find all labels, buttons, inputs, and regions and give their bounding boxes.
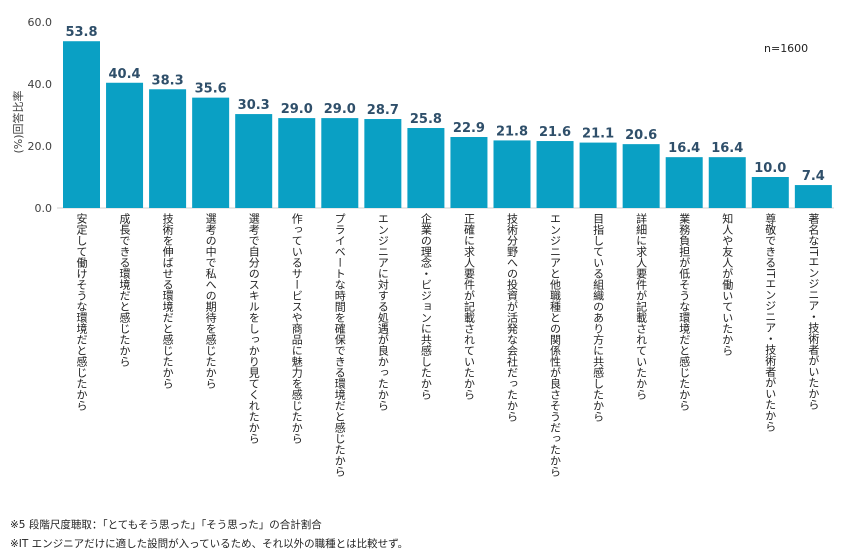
bar: [321, 118, 359, 208]
y-tick-label: 0.0: [35, 202, 53, 215]
category-label: 成長できる環境だと感じたから: [118, 213, 131, 367]
footnote-2: ※IT エンジニアだけに適した設問が入っているため、それ以外の職種とは比較せず。: [10, 538, 409, 550]
bar-value-label: 16.4: [668, 141, 700, 156]
bar-value-label: 30.3: [238, 98, 270, 113]
bar: [751, 177, 789, 208]
category-label: 企業の理念・ビジョンに共感したから: [419, 212, 432, 400]
category-label: エンジニアに対する処遇が良かったから: [376, 213, 389, 411]
category-label: 作っているサービスや商品に魅力を感じたから: [290, 213, 303, 444]
bar-value-label: 22.9: [453, 121, 485, 136]
bar-value-label: 29.0: [324, 102, 356, 117]
category-label: 著名なITエンジニア・技術者がいたから: [807, 212, 820, 410]
bar-value-label: 21.1: [582, 127, 614, 142]
bar: [450, 137, 488, 208]
bar-value-label: 21.6: [539, 125, 571, 140]
category-label: 業務負担が低そうな環境だと感じたから: [678, 213, 691, 411]
category-label: 尊敬できるITエンジニア・技術者がいたから: [764, 212, 777, 432]
y-axis-label: (%)回答比率: [11, 90, 25, 153]
bar: [149, 89, 187, 208]
bar-value-label: 40.4: [109, 67, 141, 82]
category-label: 安定して働けそうな環境だと感じたから: [75, 212, 88, 411]
bar: [407, 128, 445, 208]
category-label: 選考で自分のスキルをしっかり見てくれたから: [247, 213, 260, 444]
bar-chart: 0.0 20.0 40.0 60.0 (%)回答比率 n=1600 53.8 40.4 3…: [11, 16, 834, 477]
bar: [106, 82, 144, 208]
bar-value-label: 10.0: [754, 161, 786, 176]
bar-value-label: 28.7: [367, 103, 399, 118]
bar-value-label: 16.4: [711, 141, 743, 156]
bar-value-label: 35.6: [195, 82, 227, 97]
footnote-1: ※5 段階尺度聴取：「とてもそう思った」「そう思った」の合計割合: [10, 519, 322, 531]
category-label: 技術を伸ばせる環境だと感じたから: [161, 213, 174, 389]
y-tick-label: 40.0: [28, 78, 53, 91]
sample-size-label: n=1600: [764, 42, 808, 55]
category-label: 選考の中で私への期待を感じたから: [204, 213, 217, 389]
bar: [235, 114, 273, 208]
bar-value-label: 25.8: [410, 112, 442, 127]
bar-value-label: 20.6: [625, 128, 657, 143]
bar-value-label: 38.3: [152, 73, 184, 88]
bar: [192, 97, 230, 208]
bar: [708, 157, 746, 208]
y-tick-label: 60.0: [28, 16, 53, 29]
y-tick-label: 20.0: [28, 140, 53, 153]
bar: [794, 185, 832, 208]
bar-value-label: 7.4: [802, 169, 825, 184]
category-label: 知人や友人が働いていたから: [721, 212, 734, 356]
bar: [579, 142, 617, 208]
bar: [278, 118, 316, 208]
bar: [493, 140, 531, 208]
category-label: 目指している組織のあり方に共感したから: [592, 213, 605, 422]
bar-value-label: 29.0: [281, 102, 313, 117]
category-label: 技術分野への投資が活発な会社だったから: [506, 213, 519, 422]
bar-value-label: 53.8: [65, 25, 97, 40]
bar: [622, 144, 660, 208]
y-axis: 0.0 20.0 40.0 60.0: [28, 16, 834, 215]
category-label: エンジニアと他職種との関係性が良さそうだったから: [549, 213, 562, 477]
bar: [364, 119, 402, 208]
category-label: 詳細に求人要件が記載されていたから: [635, 212, 648, 400]
bars: [63, 41, 832, 208]
bar: [665, 157, 703, 208]
category-label: プライベートな時間を確保できる環境だと感じたから: [333, 213, 346, 477]
bar: [63, 41, 100, 208]
category-labels: 安定して働けそうな環境だと感じたから 成長できる環境だと感じたから 技術を伸ばせる環…: [75, 212, 820, 477]
bar: [536, 141, 574, 208]
value-labels: 53.8 40.4 38.3 35.6 30.3 29.0 29.0 28.7 25.8 22.9…: [65, 25, 824, 184]
bar-value-label: 21.8: [496, 124, 528, 139]
category-label: 正確に求人要件が記載されていたから: [462, 213, 475, 400]
